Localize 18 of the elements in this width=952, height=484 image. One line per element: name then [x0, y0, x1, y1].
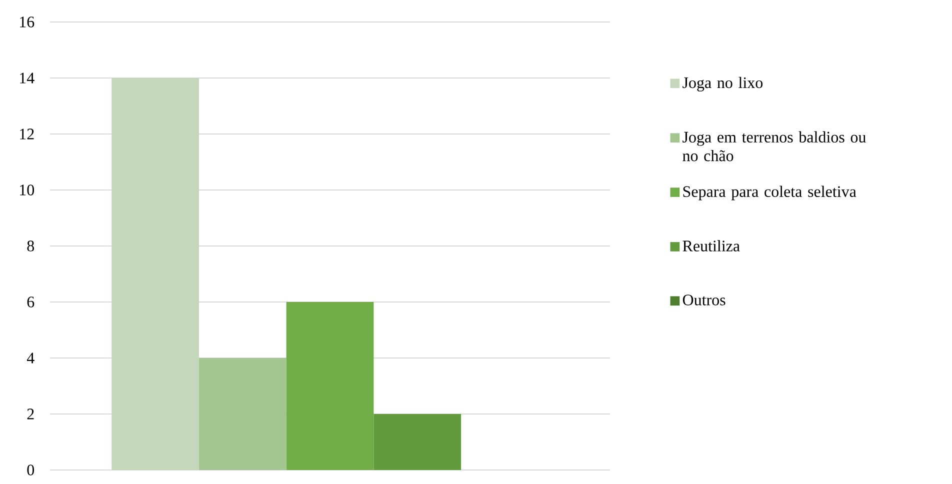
y-tick-label: 0 — [27, 464, 34, 476]
y-tick-label: 14 — [20, 72, 34, 84]
bar — [374, 414, 462, 470]
y-tick-label: 8 — [27, 240, 34, 252]
y-tick-label: 16 — [20, 16, 34, 28]
y-tick-label: 6 — [27, 296, 34, 308]
y-tick-label: 2 — [27, 408, 34, 420]
bar — [286, 302, 374, 470]
bar — [198, 358, 286, 470]
legend-label: Reutiliza — [682, 240, 740, 252]
bar — [112, 78, 199, 470]
y-tick-label: 10 — [20, 184, 34, 196]
y-tick-label: 4 — [26, 352, 34, 364]
legend-label: Outros — [682, 294, 726, 306]
legend-label: Joga no lixo — [682, 76, 763, 92]
y-tick-label: 12 — [20, 128, 34, 140]
legend-label: Separa para coleta seletiva — [683, 186, 856, 200]
legend-label: Joga em terrenos baldios ou no chão — [682, 131, 866, 162]
